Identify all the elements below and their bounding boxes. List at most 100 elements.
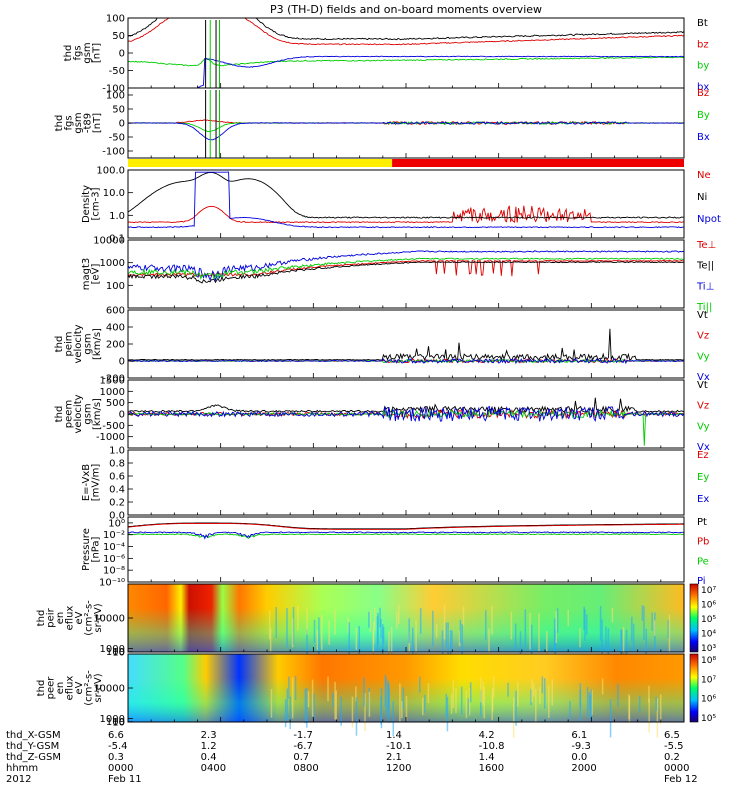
- y-tick-label: 100: [106, 647, 125, 658]
- x-tick-value: 4.2: [479, 730, 495, 741]
- y-tick-label: 1000: [100, 258, 125, 269]
- spectrogram-streak: [368, 691, 371, 717]
- pressure-series-3: [127, 531, 684, 540]
- spectrogram-streak: [651, 612, 653, 631]
- y-tick-label: 0: [119, 119, 125, 130]
- y-tick-label: 1000: [100, 644, 125, 655]
- spectrogram-streak: [579, 628, 581, 648]
- spectrogram-streak: [538, 613, 540, 651]
- spectrogram-streak: [465, 690, 468, 718]
- y-tick-label: 100: [106, 14, 125, 25]
- spectrogram-streak: [289, 696, 291, 730]
- spectrogram-streak: [656, 698, 659, 738]
- spectrogram-streak: [459, 620, 462, 643]
- x-tick-value: 6.1: [571, 730, 587, 741]
- density-series-1: [127, 172, 684, 219]
- y-tick-label: -500: [102, 421, 125, 432]
- colorbar-label: 10⁶: [701, 601, 716, 611]
- peim_velocity-series-0: [127, 328, 685, 362]
- spectrogram-streak: [372, 621, 375, 644]
- y-axis-label: [km/s]: [92, 328, 103, 360]
- spectrogram-streak: [567, 609, 569, 627]
- y-tick-label: 0.4: [109, 485, 125, 496]
- y-tick-label: 1000: [100, 714, 125, 725]
- spectrogram-streak: [396, 611, 398, 629]
- spectrogram-low-energy: [128, 607, 684, 652]
- x-row-label: 2012: [6, 774, 31, 785]
- spectrogram-streak: [270, 688, 273, 718]
- spectrogram-streak: [452, 680, 455, 709]
- spectrogram-streak: [328, 620, 330, 645]
- spectrogram-streak: [348, 622, 350, 659]
- y-axis-label: thd: [54, 336, 65, 353]
- spectrogram-streak: [530, 624, 533, 657]
- spectrogram-streak: [432, 610, 434, 647]
- y-axis-label: velocity: [73, 394, 84, 433]
- y-tick-label: -200: [102, 374, 125, 385]
- legend-entry: Ey: [697, 472, 709, 483]
- x-tick-value: Feb 12: [664, 774, 698, 785]
- spectrogram-streak: [269, 628, 272, 652]
- legend-entry: Vt: [697, 310, 708, 321]
- spectrogram-streak: [541, 676, 544, 694]
- colorbar-label: 10⁷: [701, 586, 716, 596]
- spectrogram-streak: [551, 679, 554, 706]
- colorbar-label: 10³: [701, 644, 716, 654]
- spectrogram-streak: [318, 617, 320, 657]
- efield-frame: [127, 449, 685, 516]
- colorbar-label: 10⁵: [701, 714, 716, 724]
- y-axis-label: thd: [54, 115, 65, 132]
- colorbar: [689, 583, 699, 653]
- mode-segment: [392, 159, 684, 167]
- y-axis-label: gsm: [83, 403, 94, 424]
- spectrogram-streak: [611, 608, 614, 623]
- x-tick-value: 6.5: [664, 730, 680, 741]
- legend-entry: Vx: [697, 442, 710, 453]
- y-tick-label: -100: [102, 147, 125, 158]
- spectrogram-streak: [369, 610, 372, 633]
- y-axis-label: sr-eV): [93, 603, 104, 632]
- x-tick-value: 2.1: [386, 752, 402, 763]
- spectrogram-streak: [638, 695, 641, 713]
- spectrogram-streak: [364, 693, 366, 732]
- fgs-series-0: [127, 17, 685, 41]
- y-tick-label: 100: [106, 91, 125, 102]
- spectrogram-streak: [460, 686, 463, 715]
- spectrogram-streak: [368, 611, 370, 628]
- y-axis-label: thd: [63, 45, 74, 62]
- y-axis-label: gsm: [73, 112, 84, 133]
- spectrogram-streak: [514, 623, 517, 651]
- spectrogram-streak: [427, 683, 430, 703]
- spectrogram-streak: [419, 676, 421, 693]
- spectrogram-streak: [286, 608, 288, 648]
- y-axis-label: eV: [74, 681, 85, 694]
- spectrogram-streak: [479, 677, 482, 703]
- y-tick-label: 100: [106, 281, 125, 292]
- spectrogram-streak: [327, 676, 329, 702]
- y-tick-label: 0: [119, 410, 125, 421]
- x-row-label: thd_Z-GSM: [6, 752, 61, 763]
- spectrogram-streak: [445, 622, 448, 648]
- y-tick-label: 10⁰: [108, 518, 125, 529]
- spectrogram-streak: [622, 626, 625, 663]
- y-tick-label: 0.0: [109, 511, 125, 522]
- spectrogram-streak: [648, 685, 650, 703]
- y-tick-label: 1.0: [109, 446, 125, 457]
- spectrogram-streak: [599, 605, 602, 641]
- peem_velocity-series-3: [127, 405, 685, 423]
- spectrogram-streak: [535, 688, 537, 722]
- colorbar: [689, 653, 699, 723]
- spectrogram-streak: [443, 604, 446, 640]
- spectrogram-streak: [628, 695, 631, 723]
- spectrogram-streak: [653, 620, 656, 636]
- spectrogram-streak: [467, 697, 470, 715]
- spectrogram-streak: [286, 688, 289, 721]
- spectrogram-streak: [468, 688, 471, 716]
- spectrogram-streak: [605, 626, 607, 653]
- spectrogram-streak: [588, 692, 591, 710]
- spectrogram-streak: [306, 688, 308, 728]
- legend-entry: by: [697, 61, 709, 72]
- y-axis-label: peer: [46, 676, 57, 700]
